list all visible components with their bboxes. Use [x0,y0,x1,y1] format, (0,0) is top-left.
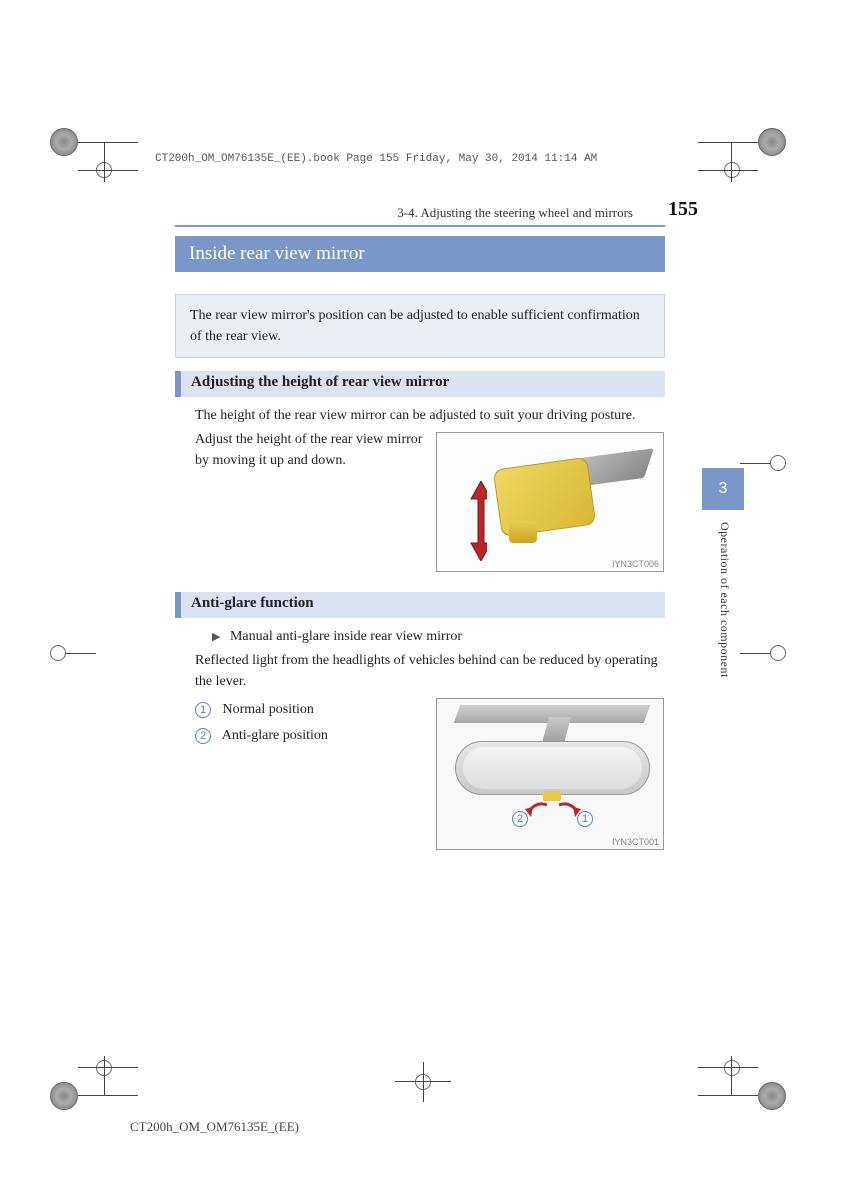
up-down-arrow-icon [469,481,487,561]
curve-arrow-right-icon [555,801,583,821]
list-item-1: 1 Normal position [195,702,314,718]
section1-body2: Adjust the height of the rear view mirro… [195,429,423,471]
figure1-label: IYN3CT006 [612,559,659,569]
section2-subheading: ▶ Manual anti-glare inside rear view mir… [212,626,662,647]
figure2-label: IYN3CT001 [612,837,659,847]
list-item-2: 2 Anti-glare position [195,728,328,744]
page-title: Inside rear view mirror [175,236,665,272]
chapter-tab: 3 [702,468,744,510]
section2-body: Reflected light from the headlights of v… [195,650,665,692]
section1-heading: Adjusting the height of rear view mirror [175,371,665,397]
footer-text: CT200h_OM_OM76135E_(EE) [130,1119,299,1135]
mirror2-lever-graphic [543,791,561,801]
figure-mirror-height: IYN3CT006 [436,432,664,572]
curve-arrow-left-icon [523,801,551,821]
mirror2-glass-graphic [463,747,642,789]
crop-mark-bm [395,1030,475,1110]
page-number: 155 [668,198,698,221]
crop-mark-bl [50,1030,130,1110]
chapter-label: Operation of each component [717,522,732,678]
section2-heading: Anti-glare function [175,592,665,618]
list-item-2-label: Anti-glare position [222,728,328,743]
book-header-info: CT200h_OM_OM76135E_(EE).book Page 155 Fr… [155,153,597,165]
intro-text: The rear view mirror's position can be a… [175,294,665,358]
triangle-bullet-icon: ▶ [212,631,220,643]
list-item-1-label: Normal position [223,702,314,717]
breadcrumb: 3-4. Adjusting the steering wheel and mi… [397,205,633,221]
number-1-icon: 1 [195,702,211,718]
section1-body1: The height of the rear view mirror can b… [195,405,665,426]
crop-mark-tr [706,128,786,208]
section2-sub-text: Manual anti-glare inside rear view mirro… [230,629,462,644]
figure-anti-glare: 2 1 IYN3CT001 [436,698,664,850]
crop-mark-br [706,1030,786,1110]
crop-mark-tl [50,128,130,208]
crop-mark-l [50,645,130,725]
header-rule [175,225,665,227]
number-2-icon: 2 [195,728,211,744]
mirror-foot-graphic [509,521,537,543]
